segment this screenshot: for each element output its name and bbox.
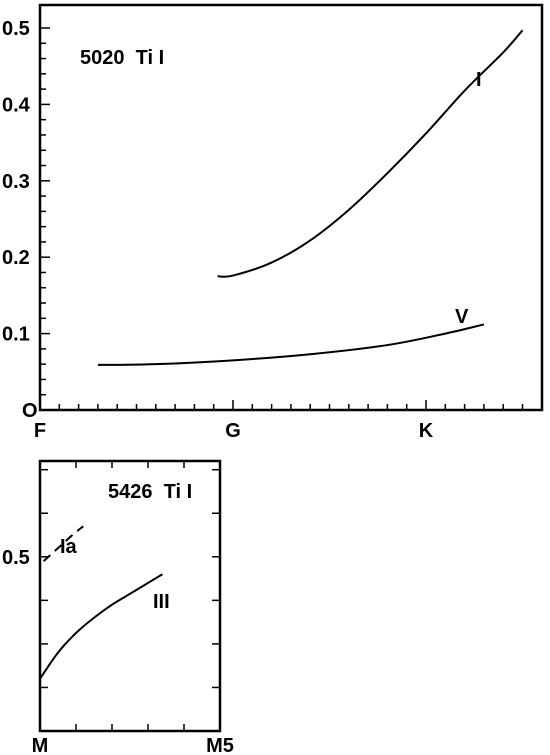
bottom-chart-ticks: 0.5 M M5: [2, 461, 234, 755]
top-chart: 5020 Ti I O0.10.20.30.40.5F G K IV: [2, 3, 544, 442]
series-line-V: [97, 323, 485, 366]
top-chart-ticks: O 0.1 0.2 0.3 0.4 0.5 F G K: [2, 18, 524, 442]
series-line-Ia: [42, 525, 84, 562]
y-tick-label: O: [22, 400, 38, 422]
x-tick-label: M5: [206, 735, 234, 755]
bottom-chart: 5426 Ti I 0.5 M M5 Ia III: [2, 459, 234, 755]
bottom-chart-frame: [38, 459, 222, 733]
series-label-I: I: [476, 69, 482, 91]
bottom-chart-title: 5426 Ti I: [108, 481, 192, 503]
x-tick-label: M: [32, 735, 49, 755]
top-chart-series: IV: [97, 29, 524, 366]
x-tick-label: F: [34, 420, 46, 442]
y-tick-label: 0.4: [2, 94, 31, 116]
series-label-Ia: Ia: [60, 536, 78, 558]
series-line-III: [39, 573, 163, 680]
y-tick-label: 0.1: [2, 324, 30, 346]
y-tick-label: 0.2: [2, 247, 30, 269]
bottom-chart-series: Ia III: [39, 525, 170, 680]
x-tick-label: G: [225, 420, 241, 442]
y-tick-label: 0.5: [2, 547, 30, 569]
series-label-III: III: [153, 591, 170, 613]
series-line-I: [217, 29, 524, 278]
y-tick-label: 0.5: [2, 18, 30, 40]
x-tick-label: K: [419, 420, 434, 442]
top-chart-title: 5020 Ti I: [80, 47, 164, 69]
y-tick-label: 0.3: [2, 171, 30, 193]
series-label-V: V: [455, 306, 469, 328]
